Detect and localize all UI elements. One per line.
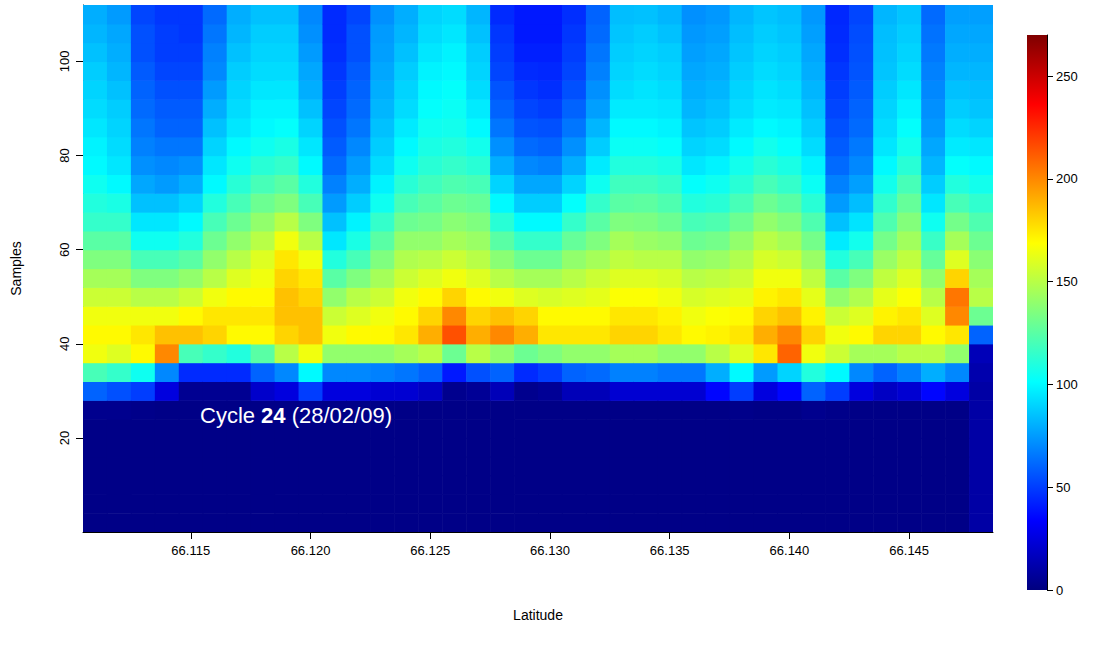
svg-text:24: 24 xyxy=(261,403,286,428)
svg-text:66.145: 66.145 xyxy=(889,543,929,558)
svg-text:80: 80 xyxy=(57,148,72,162)
svg-text:Samples: Samples xyxy=(8,241,24,295)
svg-text:20: 20 xyxy=(57,431,72,445)
svg-text:150: 150 xyxy=(1056,274,1078,289)
svg-text:66.135: 66.135 xyxy=(650,543,690,558)
svg-text:66.130: 66.130 xyxy=(530,543,570,558)
svg-text:200: 200 xyxy=(1056,171,1078,186)
svg-text:40: 40 xyxy=(57,337,72,351)
svg-text:(28/02/09): (28/02/09) xyxy=(286,403,392,428)
svg-text:66.125: 66.125 xyxy=(410,543,450,558)
svg-text:50: 50 xyxy=(1056,480,1070,495)
svg-text:100: 100 xyxy=(1056,377,1078,392)
svg-text:60: 60 xyxy=(57,242,72,256)
svg-text:0: 0 xyxy=(1056,583,1063,598)
svg-text:100: 100 xyxy=(57,51,72,73)
svg-text:66.140: 66.140 xyxy=(770,543,810,558)
svg-text:66.115: 66.115 xyxy=(171,543,210,558)
svg-text:Latitude: Latitude xyxy=(513,607,563,623)
svg-text:66.120: 66.120 xyxy=(291,543,331,558)
svg-text:250: 250 xyxy=(1056,69,1078,84)
svg-text:Cycle: Cycle xyxy=(200,403,261,428)
